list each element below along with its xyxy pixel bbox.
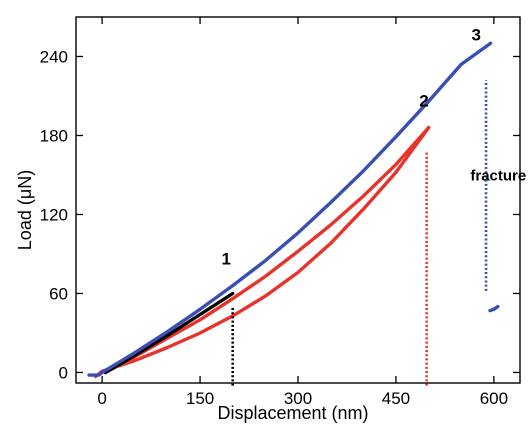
annotation-number: 2 (419, 92, 428, 111)
y-tick-label: 240 (40, 47, 68, 66)
curve-unload-3 (488, 304, 500, 313)
x-tick-label: 600 (480, 389, 508, 408)
dotted-markers (231, 80, 488, 386)
curve-cycle-2-unload (93, 125, 431, 379)
y-tick-label: 120 (40, 205, 68, 224)
x-tick-label: 0 (97, 389, 106, 408)
series-layer (87, 41, 500, 379)
y-tick-label: 60 (49, 284, 68, 303)
curve-cycle-1 (103, 291, 235, 375)
x-tick-label: 450 (382, 389, 410, 408)
x-tick-label: 300 (284, 389, 312, 408)
y-tick-label: 180 (40, 126, 68, 145)
x-axis: 0 150 300 450 600 (97, 17, 508, 408)
annotation-label: fracture (470, 167, 526, 184)
curve-cycle-3-load (87, 41, 493, 377)
curve-cycle-2-load (103, 125, 431, 375)
y-axis: 0 60 120 180 240 (40, 47, 520, 382)
x-tick-label: 150 (186, 389, 214, 408)
y-axis-title: Load (μN) (15, 170, 35, 250)
x-axis-title: Displacement (nm) (217, 403, 368, 423)
annotation-number: 1 (221, 250, 230, 269)
annotation-number: 3 (472, 26, 481, 45)
y-tick-label: 0 (59, 363, 68, 382)
annotations: 1 2 3 fracture (221, 26, 526, 269)
